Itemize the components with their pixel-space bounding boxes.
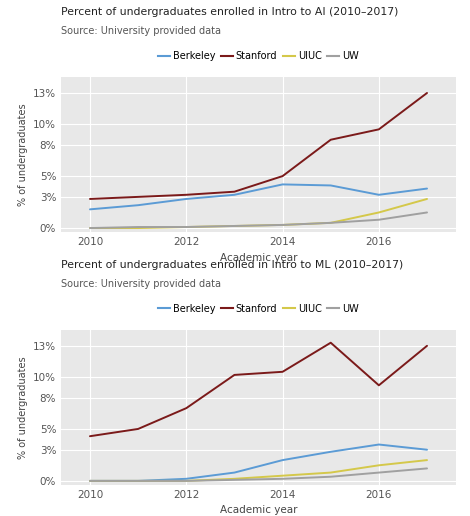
Text: Percent of undergraduates enrolled in Intro to ML (2010–2017): Percent of undergraduates enrolled in In… [61,260,403,270]
UW [424,209,430,216]
Stanford [87,196,93,202]
UIUC [424,196,430,202]
UIUC [183,478,189,484]
X-axis label: Academic year: Academic year [220,506,297,515]
Stanford [280,369,285,375]
Line: Berkeley: Berkeley [90,184,427,209]
Text: Source: University provided data: Source: University provided data [61,279,221,289]
Berkeley [376,441,382,447]
UIUC [232,223,237,229]
Text: Source: University provided data: Source: University provided data [61,26,221,36]
Berkeley [280,181,285,187]
Berkeley [232,192,237,198]
UW [87,478,93,484]
UIUC [328,470,334,476]
Y-axis label: % of undergraduates: % of undergraduates [17,104,28,206]
Stanford [424,90,430,96]
Text: Percent of undergraduates enrolled in Intro to AI (2010–2017): Percent of undergraduates enrolled in In… [61,7,399,17]
UIUC [135,225,141,231]
Line: Stanford: Stanford [90,93,427,199]
Line: Stanford: Stanford [90,343,427,436]
Berkeley [280,457,285,463]
X-axis label: Academic year: Academic year [220,253,297,263]
Stanford [87,433,93,439]
Line: UIUC: UIUC [90,460,427,481]
Stanford [232,188,237,195]
UW [376,470,382,476]
Line: Berkeley: Berkeley [90,444,427,481]
UIUC [376,462,382,469]
Stanford [328,340,334,346]
UW [87,225,93,231]
Line: UW: UW [90,469,427,481]
UW [280,222,285,228]
UW [376,217,382,223]
Berkeley [135,478,141,484]
UIUC [87,478,93,484]
Berkeley [328,449,334,455]
Stanford [376,126,382,133]
UW [328,474,334,480]
Berkeley [376,192,382,198]
UW [135,478,141,484]
Stanford [183,192,189,198]
Stanford [280,173,285,179]
Stanford [135,194,141,200]
UW [232,223,237,229]
UIUC [328,220,334,226]
Stanford [232,372,237,378]
UIUC [376,209,382,216]
Y-axis label: % of undergraduates: % of undergraduates [17,357,28,459]
Berkeley [135,202,141,208]
Line: UW: UW [90,213,427,228]
UW [424,465,430,472]
Berkeley [328,182,334,188]
Line: UIUC: UIUC [90,199,427,228]
UIUC [183,224,189,230]
Berkeley [424,185,430,191]
Berkeley [183,476,189,482]
UIUC [87,225,93,231]
UIUC [135,478,141,484]
UW [183,478,189,484]
Berkeley [87,206,93,213]
Legend: Berkeley, Stanford, UIUC, UW: Berkeley, Stanford, UIUC, UW [154,300,363,318]
Stanford [135,426,141,432]
Legend: Berkeley, Stanford, UIUC, UW: Berkeley, Stanford, UIUC, UW [154,47,363,65]
UW [135,224,141,230]
Berkeley [424,447,430,453]
Stanford [424,343,430,349]
Stanford [183,405,189,411]
UW [280,476,285,482]
UW [328,220,334,226]
UIUC [280,473,285,479]
Berkeley [232,470,237,476]
Stanford [376,382,382,389]
UIUC [280,222,285,228]
Stanford [328,137,334,143]
UIUC [424,457,430,463]
Berkeley [87,478,93,484]
UW [183,224,189,230]
Berkeley [183,196,189,202]
UIUC [232,476,237,482]
UW [232,477,237,483]
